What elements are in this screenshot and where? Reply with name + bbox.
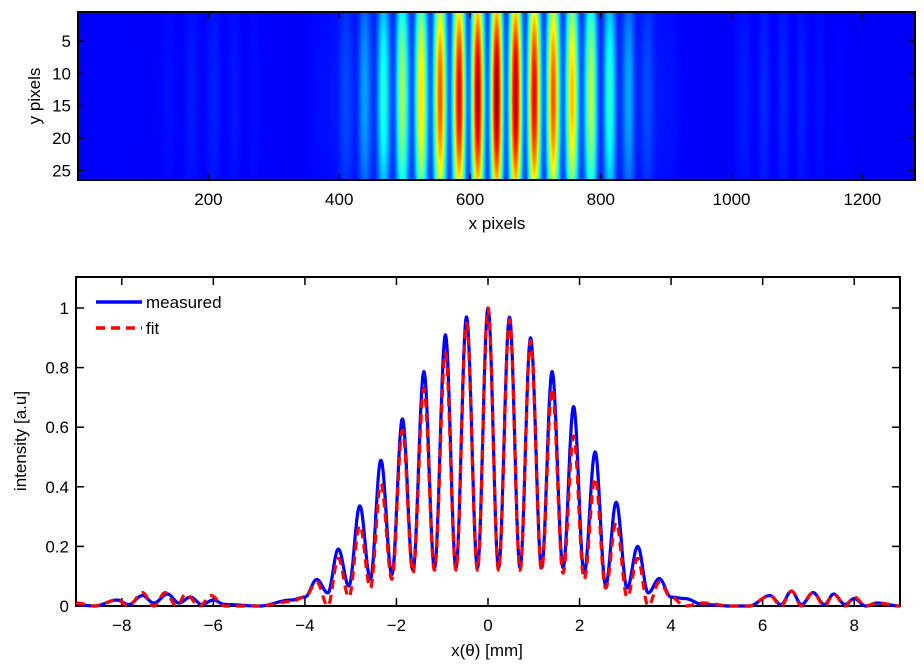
heatmap-frame xyxy=(77,11,916,181)
x-tick-label: 8 xyxy=(849,616,858,635)
series-fit-line xyxy=(74,306,902,608)
x-tick-label: 4 xyxy=(666,616,675,635)
bottom-line-axes: −8 −6 −4 −2 0 2 4 6 8 0 0.2 0.4 0.6 0.8 1 xyxy=(45,276,901,635)
x-tick-label: −4 xyxy=(295,616,314,635)
fringe-heatmap-image xyxy=(78,12,915,180)
top-y-tick-label: 5 xyxy=(62,32,71,51)
top-x-tick-label: 600 xyxy=(456,190,484,209)
legend-label-fit: fit xyxy=(146,319,160,338)
plot-frame xyxy=(75,276,901,607)
top-x-tick-label: 400 xyxy=(325,190,353,209)
top-x-tick-label: 1200 xyxy=(843,190,881,209)
top-x-tick-label: 800 xyxy=(587,190,615,209)
top-y-tick-label: 25 xyxy=(52,161,71,180)
bottom-y-axis-label: intensity [a.u] xyxy=(11,391,30,491)
top-y-axis-label: y pixels xyxy=(25,68,44,125)
x-tick-label: −6 xyxy=(204,616,223,635)
y-tick-label: 0.8 xyxy=(45,359,69,378)
y-tick-label: 1 xyxy=(60,299,69,318)
x-tick-label: −8 xyxy=(112,616,131,635)
x-tick-label: 6 xyxy=(758,616,767,635)
x-tick-label: 2 xyxy=(575,616,584,635)
top-x-tick-label: 200 xyxy=(194,190,222,209)
top-y-tick-label: 15 xyxy=(52,97,71,116)
y-tick-label: 0.4 xyxy=(45,478,69,497)
y-tick-label: 0.2 xyxy=(45,537,69,556)
top-x-axis-label: x pixels xyxy=(469,214,526,233)
plot-curves xyxy=(74,306,902,608)
legend: measured fit xyxy=(96,293,222,338)
x-tick-label: 0 xyxy=(483,616,492,635)
top-y-tick-label: 20 xyxy=(52,129,71,148)
series-measured-line xyxy=(74,306,902,608)
top-y-tick-label: 10 xyxy=(52,64,71,83)
bottom-x-axis-label: x(θ) [mm] xyxy=(451,641,523,660)
x-tick-label: −2 xyxy=(387,616,406,635)
top-x-tick-label: 1000 xyxy=(713,190,751,209)
top-heatmap-axes: 200 400 600 800 1000 1200 5 10 15 20 25 xyxy=(52,11,916,209)
y-tick-label: 0.6 xyxy=(45,418,69,437)
legend-label-measured: measured xyxy=(146,293,222,312)
y-tick-label: 0 xyxy=(60,597,69,616)
